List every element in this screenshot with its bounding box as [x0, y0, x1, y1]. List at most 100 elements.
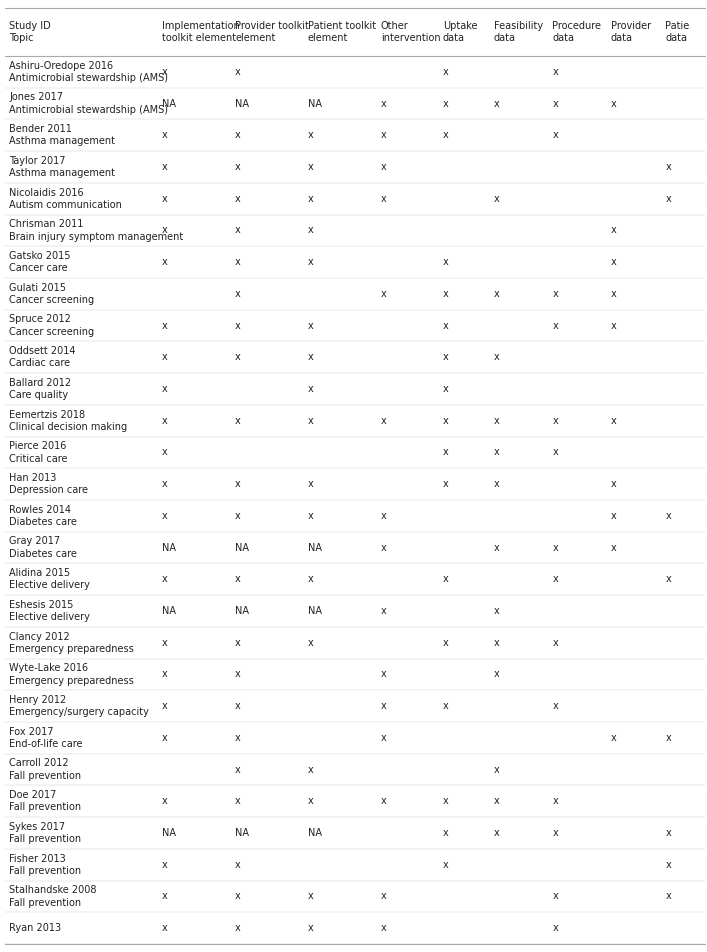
Text: x: x [494, 828, 500, 838]
Text: x: x [162, 701, 168, 711]
Text: Ryan 2013: Ryan 2013 [9, 923, 61, 933]
Text: x: x [552, 67, 558, 77]
Text: x: x [162, 479, 168, 489]
Text: x: x [308, 891, 314, 902]
Text: x: x [162, 321, 168, 330]
Text: x: x [235, 288, 241, 299]
Text: x: x [235, 321, 241, 330]
Text: x: x [552, 130, 558, 140]
Text: x: x [494, 479, 500, 489]
Text: x: x [162, 891, 168, 902]
Text: x: x [162, 162, 168, 172]
Text: Gulati 2015
Cancer screening: Gulati 2015 Cancer screening [9, 283, 94, 305]
Text: x: x [381, 511, 387, 521]
Text: x: x [494, 764, 500, 775]
Text: Ballard 2012
Care quality: Ballard 2012 Care quality [9, 378, 71, 400]
Text: x: x [443, 384, 449, 394]
Text: Chrisman 2011
Brain injury symptom management: Chrisman 2011 Brain injury symptom manag… [9, 219, 183, 242]
Text: x: x [443, 638, 449, 647]
Text: x: x [381, 796, 387, 806]
Text: x: x [235, 860, 241, 870]
Text: Gatsko 2015
Cancer care: Gatsko 2015 Cancer care [9, 251, 71, 273]
Text: x: x [381, 923, 387, 933]
Text: Rowles 2014
Diabetes care: Rowles 2014 Diabetes care [9, 505, 77, 527]
Text: x: x [443, 701, 449, 711]
Text: x: x [308, 796, 314, 806]
Text: x: x [162, 860, 168, 870]
Text: Bender 2011
Asthma management: Bender 2011 Asthma management [9, 124, 115, 147]
Text: Patient toolkit
element: Patient toolkit element [308, 21, 376, 43]
Text: x: x [494, 638, 500, 647]
Text: Clancy 2012
Emergency preparedness: Clancy 2012 Emergency preparedness [9, 631, 134, 654]
Text: x: x [552, 923, 558, 933]
Text: Doe 2017
Fall prevention: Doe 2017 Fall prevention [9, 790, 81, 812]
Text: x: x [235, 193, 241, 204]
Text: x: x [235, 891, 241, 902]
Text: x: x [552, 99, 558, 109]
Text: x: x [308, 352, 314, 363]
Text: x: x [443, 479, 449, 489]
Text: x: x [611, 321, 617, 330]
Text: NA: NA [308, 99, 322, 109]
Text: x: x [235, 923, 241, 933]
Text: x: x [308, 923, 314, 933]
Text: Implementation
toolkit element: Implementation toolkit element [162, 21, 240, 43]
Text: Patie
data: Patie data [665, 21, 689, 43]
Text: x: x [235, 701, 241, 711]
Text: NA: NA [308, 543, 322, 552]
Text: Feasibility
data: Feasibility data [494, 21, 543, 43]
Text: x: x [494, 543, 500, 552]
Text: x: x [162, 67, 168, 77]
Text: Uptake
data: Uptake data [443, 21, 477, 43]
Text: x: x [494, 99, 500, 109]
Text: x: x [443, 828, 449, 838]
Text: x: x [552, 288, 558, 299]
Text: x: x [308, 416, 314, 426]
Text: x: x [162, 511, 168, 521]
Text: x: x [552, 416, 558, 426]
Text: Eemertzis 2018
Clinical decision making: Eemertzis 2018 Clinical decision making [9, 409, 127, 432]
Text: Provider toolkit
element: Provider toolkit element [235, 21, 309, 43]
Text: x: x [235, 67, 241, 77]
Text: x: x [611, 479, 617, 489]
Text: x: x [308, 764, 314, 775]
Text: x: x [494, 352, 500, 363]
Text: x: x [494, 669, 500, 680]
Text: x: x [443, 352, 449, 363]
Text: Wyte-Lake 2016
Emergency preparedness: Wyte-Lake 2016 Emergency preparedness [9, 664, 134, 685]
Text: x: x [494, 288, 500, 299]
Text: x: x [611, 416, 617, 426]
Text: Eshesis 2015
Elective delivery: Eshesis 2015 Elective delivery [9, 600, 90, 623]
Text: x: x [443, 796, 449, 806]
Text: x: x [665, 574, 671, 585]
Text: Fisher 2013
Fall prevention: Fisher 2013 Fall prevention [9, 854, 81, 876]
Text: x: x [665, 162, 671, 172]
Text: x: x [308, 226, 314, 235]
Text: x: x [552, 891, 558, 902]
Text: x: x [552, 447, 558, 457]
Text: NA: NA [235, 543, 249, 552]
Text: x: x [162, 638, 168, 647]
Text: x: x [611, 511, 617, 521]
Text: x: x [381, 416, 387, 426]
Text: x: x [494, 606, 500, 616]
Text: Alidina 2015
Elective delivery: Alidina 2015 Elective delivery [9, 568, 90, 590]
Text: NA: NA [162, 828, 176, 838]
Text: NA: NA [308, 606, 322, 616]
Text: Taylor 2017
Asthma management: Taylor 2017 Asthma management [9, 156, 115, 178]
Text: x: x [162, 923, 168, 933]
Text: x: x [494, 796, 500, 806]
Text: NA: NA [162, 606, 176, 616]
Text: Fox 2017
End-of-life care: Fox 2017 End-of-life care [9, 726, 83, 749]
Text: x: x [381, 669, 387, 680]
Text: NA: NA [308, 828, 322, 838]
Text: x: x [665, 828, 671, 838]
Text: x: x [162, 447, 168, 457]
Text: x: x [235, 669, 241, 680]
Text: x: x [381, 193, 387, 204]
Text: NA: NA [235, 828, 249, 838]
Text: Ashiru-Oredope 2016
Antimicrobial stewardship (AMS): Ashiru-Oredope 2016 Antimicrobial stewar… [9, 61, 168, 83]
Text: x: x [235, 638, 241, 647]
Text: Stalhandske 2008
Fall prevention: Stalhandske 2008 Fall prevention [9, 885, 96, 907]
Text: x: x [443, 416, 449, 426]
